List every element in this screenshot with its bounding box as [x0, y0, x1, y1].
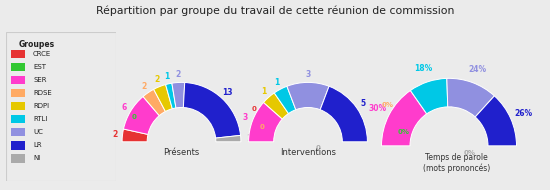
Text: 0%: 0%	[382, 102, 393, 108]
Wedge shape	[320, 86, 367, 142]
Text: 3: 3	[243, 113, 248, 122]
Wedge shape	[183, 82, 240, 138]
Wedge shape	[216, 135, 241, 142]
Text: 2: 2	[175, 70, 180, 79]
Text: Groupes: Groupes	[19, 40, 55, 49]
Wedge shape	[410, 78, 448, 114]
Text: 26%: 26%	[514, 108, 532, 118]
Wedge shape	[166, 83, 176, 109]
Text: 2: 2	[141, 82, 146, 91]
Bar	[11, 115, 25, 124]
Text: 18%: 18%	[414, 64, 433, 74]
Text: 1: 1	[274, 78, 279, 87]
Text: 0: 0	[316, 145, 320, 151]
Text: Temps de parole
(mots prononcés): Temps de parole (mots prononcés)	[423, 153, 490, 173]
Bar	[11, 76, 25, 84]
Bar	[11, 102, 25, 110]
Bar	[11, 89, 25, 97]
Text: Présents: Présents	[163, 148, 200, 157]
Bar	[11, 154, 25, 163]
Text: RDPI: RDPI	[33, 103, 49, 109]
Text: Répartition par groupe du travail de cette réunion de commission: Répartition par groupe du travail de cet…	[96, 6, 454, 16]
Wedge shape	[143, 89, 166, 116]
Text: 2: 2	[154, 75, 159, 84]
Text: 3: 3	[305, 70, 311, 79]
Wedge shape	[124, 97, 160, 134]
Text: UC: UC	[33, 129, 43, 135]
Text: LR: LR	[33, 142, 42, 148]
Text: CRCE: CRCE	[33, 51, 51, 57]
Wedge shape	[249, 102, 282, 142]
Text: 30%: 30%	[368, 104, 386, 113]
Wedge shape	[274, 86, 296, 114]
Text: SER: SER	[33, 77, 47, 83]
Text: 0: 0	[131, 114, 136, 120]
Text: 0%: 0%	[464, 150, 476, 156]
Wedge shape	[122, 129, 148, 142]
Bar	[11, 63, 25, 71]
Text: 0: 0	[260, 124, 264, 130]
Wedge shape	[263, 93, 289, 119]
Text: 24%: 24%	[468, 65, 486, 74]
Text: 5: 5	[361, 99, 366, 108]
Text: 2: 2	[112, 130, 117, 139]
Text: RDSE: RDSE	[33, 90, 52, 96]
Wedge shape	[447, 78, 494, 117]
Wedge shape	[475, 96, 516, 146]
Text: Interventions: Interventions	[280, 148, 336, 157]
Text: EST: EST	[33, 64, 46, 70]
Text: 0%: 0%	[398, 129, 410, 135]
Text: 0: 0	[251, 106, 256, 112]
Bar	[11, 128, 25, 136]
Wedge shape	[153, 85, 172, 112]
Bar	[11, 141, 25, 150]
Text: 1: 1	[261, 87, 266, 96]
Text: RTLI: RTLI	[33, 116, 47, 122]
Bar	[11, 50, 25, 58]
Wedge shape	[382, 90, 427, 146]
Text: 1: 1	[246, 134, 251, 143]
Text: NI: NI	[33, 155, 40, 161]
Text: 1: 1	[164, 72, 169, 81]
Wedge shape	[172, 82, 185, 108]
Text: 13: 13	[223, 88, 233, 97]
Wedge shape	[287, 82, 329, 110]
Text: 6: 6	[121, 103, 126, 112]
